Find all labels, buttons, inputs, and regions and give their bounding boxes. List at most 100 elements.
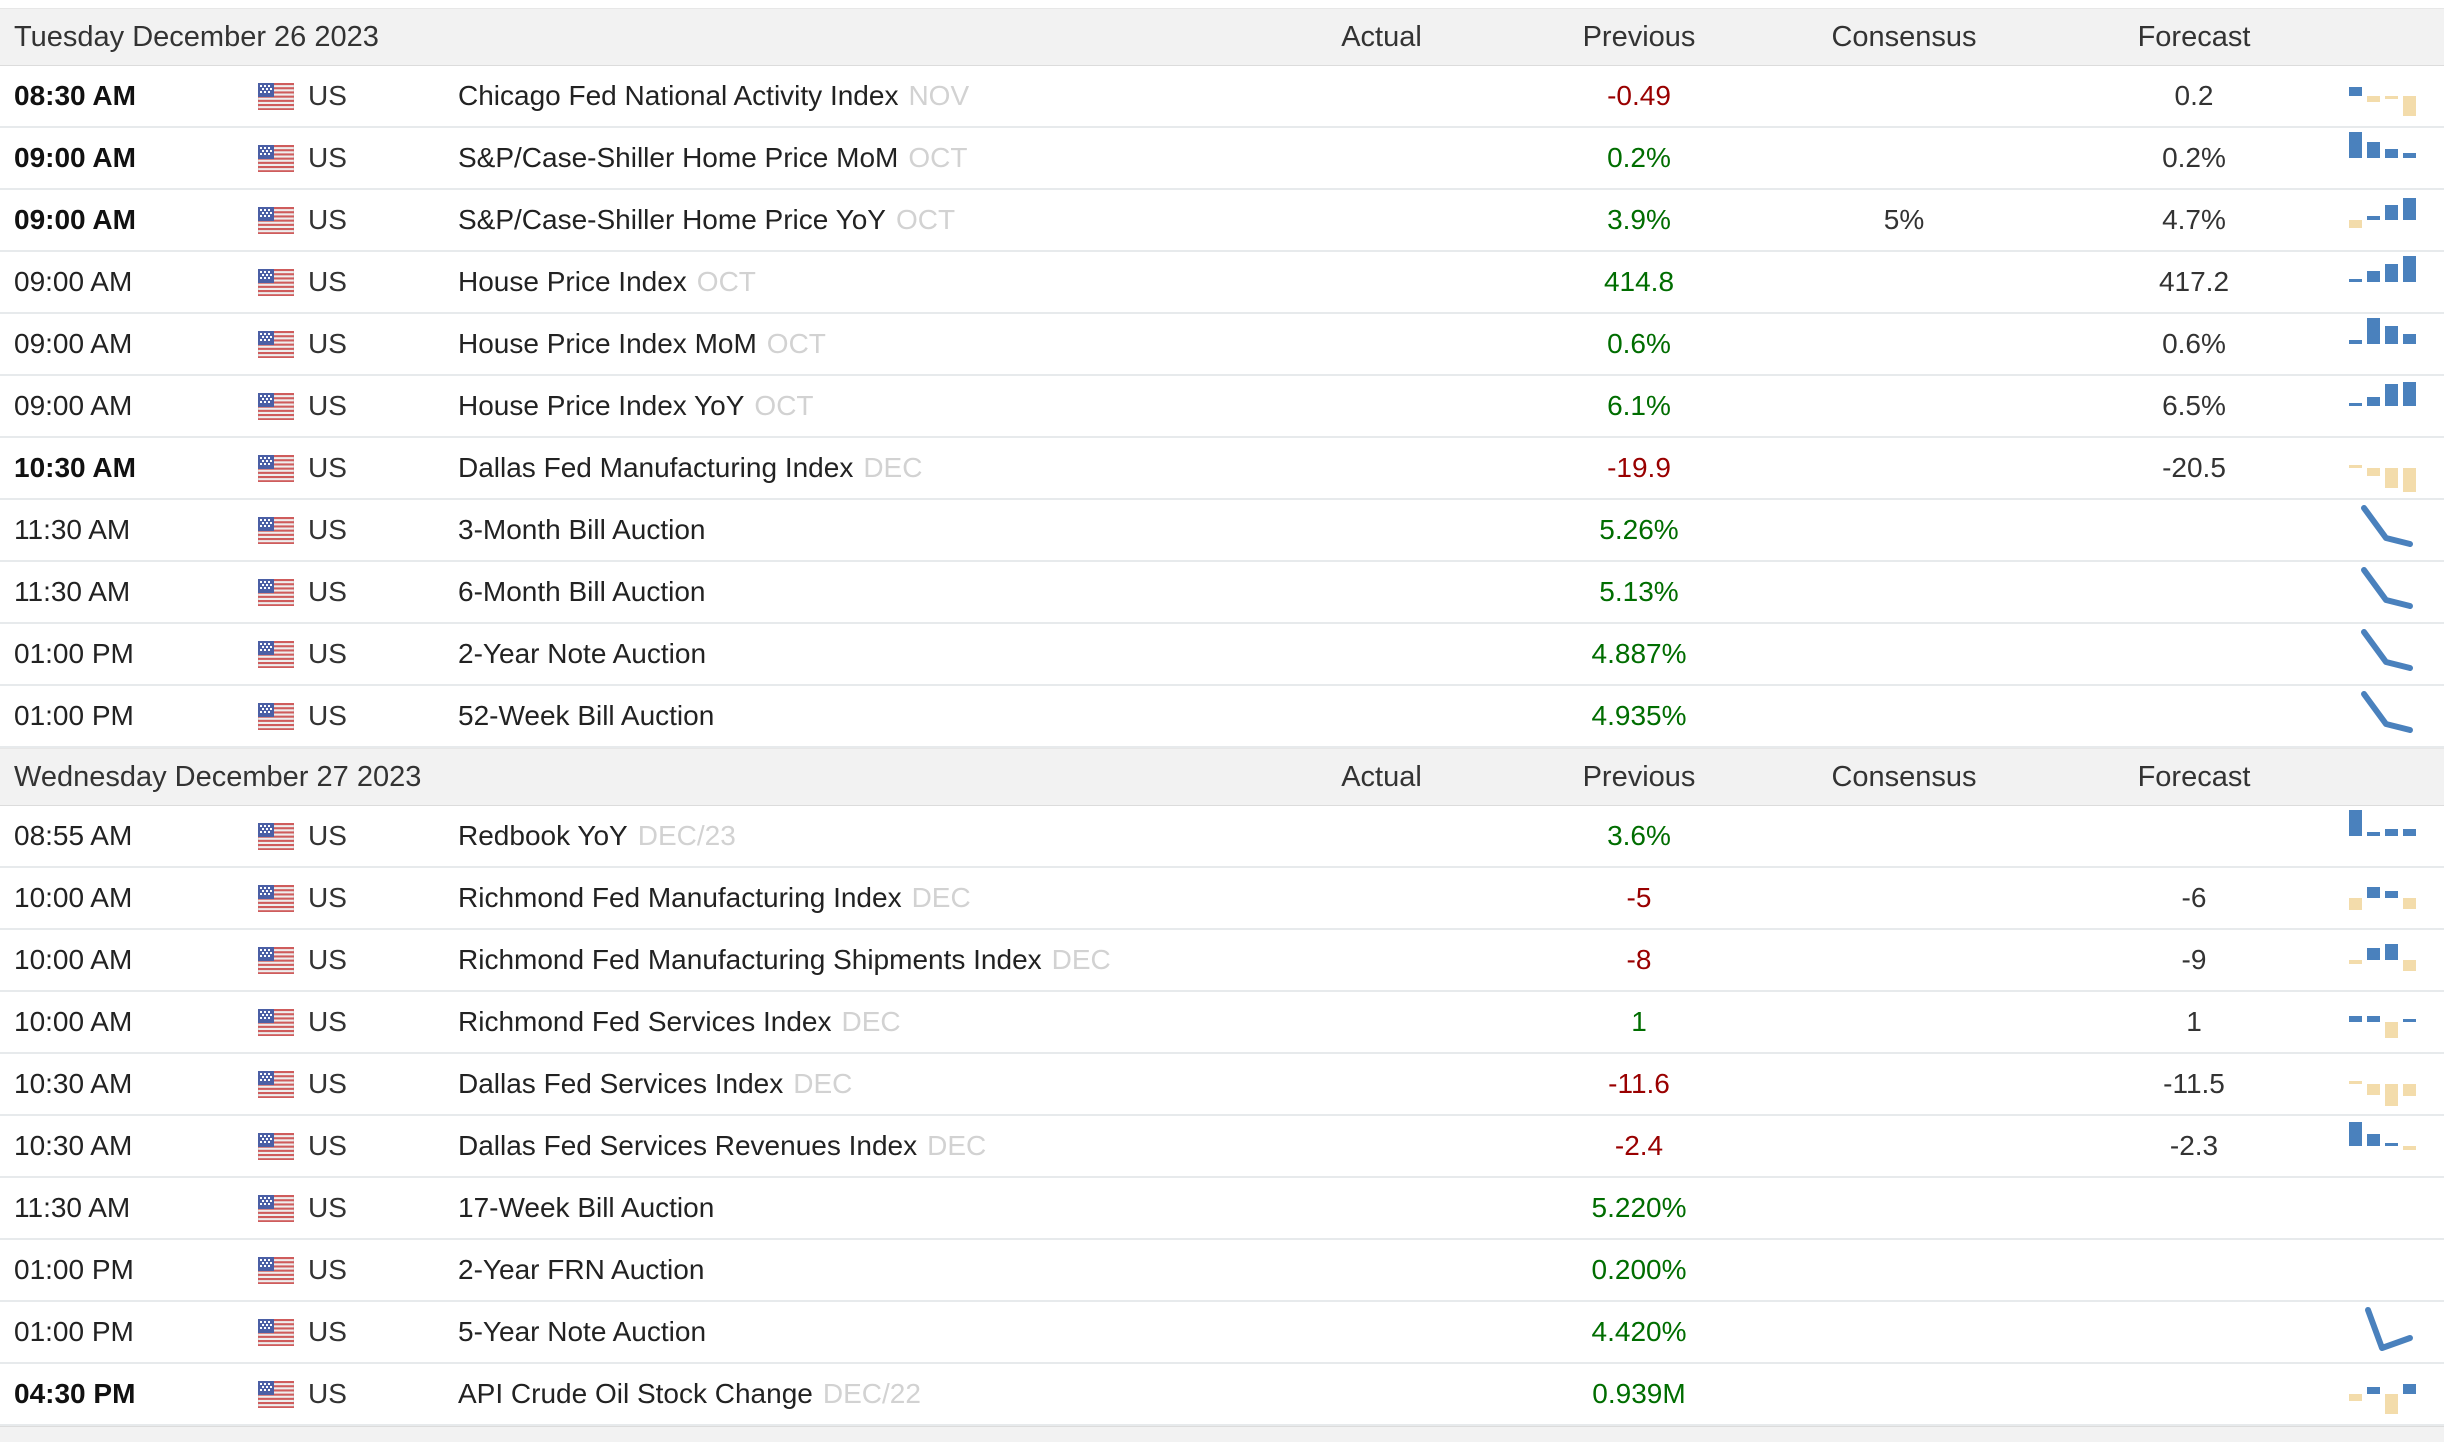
- calendar-event-row[interactable]: 09:00 AM: [0, 128, 2444, 190]
- sparkline-cell[interactable]: [2344, 871, 2444, 925]
- event-cell[interactable]: 6-Month Bill Auction: [458, 576, 1249, 608]
- us-flag-icon: [258, 516, 308, 544]
- sparkline-cell[interactable]: [2344, 686, 2444, 747]
- event-name-link[interactable]: 52-Week Bill Auction: [458, 700, 715, 731]
- event-cell[interactable]: 52-Week Bill Auction: [458, 700, 1249, 732]
- calendar-event-row[interactable]: 09:00 AM: [0, 190, 2444, 252]
- event-name-link[interactable]: Richmond Fed Manufacturing Index: [458, 882, 902, 913]
- event-time: 09:00 AM: [14, 266, 133, 297]
- event-cell[interactable]: Richmond Fed Manufacturing Index DEC: [458, 882, 1249, 914]
- event-cell[interactable]: Chicago Fed National Activity Index NOV: [458, 80, 1249, 112]
- event-time: 09:00 AM: [14, 204, 136, 235]
- sparkline-cell[interactable]: [2344, 1302, 2444, 1363]
- event-name-link[interactable]: Dallas Fed Manufacturing Index: [458, 452, 854, 483]
- sparkline-cell[interactable]: [2344, 317, 2444, 371]
- event-cell[interactable]: Richmond Fed Services Index DEC: [458, 1006, 1249, 1038]
- calendar-event-row[interactable]: 01:00 PM: [0, 1302, 2444, 1364]
- column-header-previous: Previous: [1582, 760, 1696, 793]
- event-cell[interactable]: 2-Year Note Auction: [458, 638, 1249, 670]
- event-name-link[interactable]: Richmond Fed Manufacturing Shipments Ind…: [458, 944, 1042, 975]
- calendar-event-row[interactable]: 09:00 AM: [0, 376, 2444, 438]
- event-cell[interactable]: S&P/Case-Shiller Home Price YoY OCT: [458, 204, 1249, 236]
- calendar-event-row[interactable]: 01:00 PM: [0, 624, 2444, 686]
- event-name-link[interactable]: Chicago Fed National Activity Index: [458, 80, 899, 111]
- sparkline-cell[interactable]: [2344, 1367, 2444, 1421]
- event-name-link[interactable]: Dallas Fed Services Index: [458, 1068, 784, 1099]
- event-name-link[interactable]: S&P/Case-Shiller Home Price MoM: [458, 142, 899, 173]
- sparkline-cell[interactable]: [2344, 1119, 2444, 1173]
- calendar-event-row[interactable]: 08:30 AM: [0, 66, 2444, 128]
- forecast-value: 417.2: [2158, 266, 2230, 297]
- calendar-event-row[interactable]: 01:00 PM: [0, 1240, 2444, 1302]
- event-cell[interactable]: Dallas Fed Services Revenues Index DEC: [458, 1130, 1249, 1162]
- event-name-link[interactable]: 2-Year Note Auction: [458, 638, 707, 669]
- sparkline-cell[interactable]: [2344, 809, 2444, 863]
- sparkline-cell[interactable]: [2344, 995, 2444, 1049]
- event-cell[interactable]: Redbook YoY DEC/23: [458, 820, 1249, 852]
- sparkline-cell[interactable]: [2344, 69, 2444, 123]
- day-title: Tuesday December 26 2023: [14, 20, 379, 53]
- event-cell[interactable]: House Price Index OCT: [458, 266, 1249, 298]
- sparkline-bars-icon: [2344, 131, 2416, 185]
- event-name-link[interactable]: S&P/Case-Shiller Home Price YoY: [458, 204, 886, 235]
- event-time: 10:00 AM: [14, 882, 133, 913]
- calendar-event-row[interactable]: 10:00 AM: [0, 868, 2444, 930]
- calendar-event-row[interactable]: 11:30 AM: [0, 562, 2444, 624]
- calendar-event-row[interactable]: 01:00 PM: [0, 686, 2444, 748]
- event-cell[interactable]: Richmond Fed Manufacturing Shipments Ind…: [458, 944, 1249, 976]
- event-cell[interactable]: 17-Week Bill Auction: [458, 1192, 1249, 1224]
- event-name-link[interactable]: Richmond Fed Services Index: [458, 1006, 832, 1037]
- forecast-value: 6.5%: [2162, 390, 2226, 421]
- event-name-link[interactable]: House Price Index MoM: [458, 328, 757, 359]
- event-cell[interactable]: House Price Index MoM OCT: [458, 328, 1249, 360]
- event-name-link[interactable]: 5-Year Note Auction: [458, 1316, 707, 1347]
- calendar-event-row[interactable]: 10:30 AM: [0, 438, 2444, 500]
- calendar-event-row[interactable]: 10:00 AM: [0, 930, 2444, 992]
- sparkline-cell[interactable]: [2344, 379, 2444, 433]
- event-cell[interactable]: Dallas Fed Services Index DEC: [458, 1068, 1249, 1100]
- event-time: 11:30 AM: [14, 514, 131, 545]
- calendar-event-row[interactable]: 11:30 AM: [0, 500, 2444, 562]
- event-name-link[interactable]: House Price Index: [458, 266, 687, 297]
- event-cell[interactable]: S&P/Case-Shiller Home Price MoM OCT: [458, 142, 1249, 174]
- event-name-link[interactable]: Dallas Fed Services Revenues Index: [458, 1130, 918, 1161]
- sparkline-cell[interactable]: [2344, 933, 2444, 987]
- previous-value: 414.8: [1603, 266, 1675, 297]
- event-cell[interactable]: Dallas Fed Manufacturing Index DEC: [458, 452, 1249, 484]
- event-name-link[interactable]: API Crude Oil Stock Change: [458, 1378, 813, 1409]
- calendar-event-row[interactable]: 09:00 AM: [0, 252, 2444, 314]
- us-flag-icon: [258, 144, 308, 172]
- calendar-event-row[interactable]: 10:30 AM: [0, 1116, 2444, 1178]
- sparkline-cell[interactable]: [2344, 624, 2444, 685]
- sparkline-cell[interactable]: [2344, 1057, 2444, 1111]
- event-cell[interactable]: 5-Year Note Auction: [458, 1316, 1249, 1348]
- us-flag-icon: [258, 1132, 308, 1160]
- calendar-event-row[interactable]: 10:00 AM: [0, 992, 2444, 1054]
- event-period-label: OCT: [754, 390, 814, 421]
- calendar-event-row[interactable]: 10:30 AM: [0, 1054, 2444, 1116]
- event-name-link[interactable]: Redbook YoY: [458, 820, 628, 851]
- sparkline-cell[interactable]: [2344, 562, 2444, 623]
- calendar-event-row[interactable]: 09:00 AM: [0, 314, 2444, 376]
- event-name-link[interactable]: 3-Month Bill Auction: [458, 514, 706, 545]
- event-name-link[interactable]: House Price Index YoY: [458, 390, 745, 421]
- calendar-event-row[interactable]: 08:55 AM: [0, 806, 2444, 868]
- event-name-link[interactable]: 2-Year FRN Auction: [458, 1254, 705, 1285]
- event-cell[interactable]: API Crude Oil Stock Change DEC/22: [458, 1378, 1249, 1410]
- sparkline-cell[interactable]: [2344, 441, 2444, 495]
- sparkline-bars-icon: [2344, 995, 2416, 1049]
- event-name-link[interactable]: 6-Month Bill Auction: [458, 576, 706, 607]
- country-code: US: [308, 80, 347, 111]
- sparkline-cell[interactable]: [2344, 255, 2444, 309]
- us-flag-icon: [258, 946, 308, 974]
- sparkline-cell[interactable]: [2344, 500, 2444, 561]
- event-time: 08:30 AM: [14, 80, 136, 111]
- calendar-event-row[interactable]: 11:30 AM: [0, 1178, 2444, 1240]
- sparkline-cell[interactable]: [2344, 193, 2444, 247]
- event-cell[interactable]: 2-Year FRN Auction: [458, 1254, 1249, 1286]
- event-cell[interactable]: House Price Index YoY OCT: [458, 390, 1249, 422]
- sparkline-cell[interactable]: [2344, 131, 2444, 185]
- event-cell[interactable]: 3-Month Bill Auction: [458, 514, 1249, 546]
- event-name-link[interactable]: 17-Week Bill Auction: [458, 1192, 715, 1223]
- calendar-event-row[interactable]: 04:30 PM: [0, 1364, 2444, 1426]
